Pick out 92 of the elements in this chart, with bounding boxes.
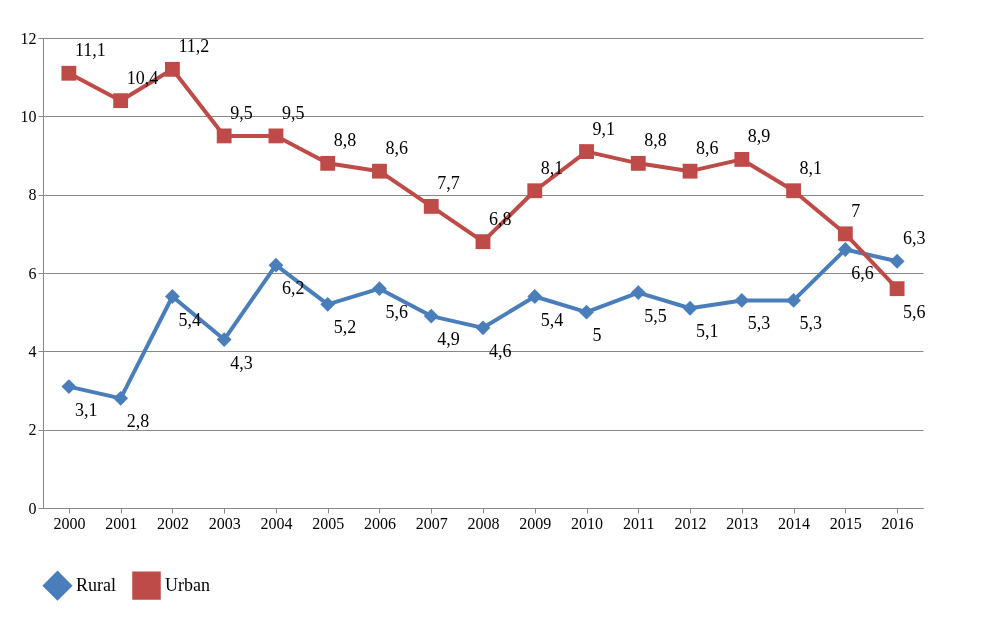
x-tick-label: 2011 [623, 514, 655, 532]
point [113, 390, 129, 406]
point [61, 379, 77, 394]
data-label: 8,6 [696, 138, 719, 159]
point [475, 234, 491, 250]
data-label: 4,9 [437, 329, 460, 350]
data-label: 2,8 [126, 411, 150, 432]
data-label: 8,6 [385, 138, 408, 159]
point [630, 155, 646, 171]
data-label: 6,2 [281, 278, 305, 299]
x-tick-label: 2016 [881, 514, 914, 532]
data-label: 10,4 [126, 67, 159, 88]
data-label: 5,5 [644, 305, 667, 326]
data-label: 5,4 [540, 309, 564, 330]
data-label: 8,8 [333, 130, 357, 151]
x-tick-label: 2003 [208, 514, 241, 532]
data-label: 8,9 [747, 126, 771, 147]
point [61, 65, 77, 81]
x-tick-label: 2010 [571, 514, 604, 532]
data-label: 9,5 [230, 102, 253, 123]
point [579, 304, 594, 320]
y-tick-label: 0 [28, 499, 37, 517]
x-tick-label: 2002 [156, 514, 189, 532]
x-tick-label: 2004 [260, 514, 293, 532]
point [165, 289, 180, 304]
data-label: 7,7 [437, 173, 460, 194]
data-label: 7 [851, 200, 861, 221]
y-tick-label: 6 [28, 264, 37, 282]
point [268, 257, 284, 273]
data-label: 3,1 [74, 399, 98, 420]
x-tick-label: 2005 [312, 514, 345, 532]
point [786, 183, 801, 199]
point [216, 128, 232, 144]
y-tick-label: 8 [28, 186, 37, 204]
data-label: 9,5 [281, 102, 305, 123]
point [527, 183, 543, 199]
point [372, 281, 387, 297]
point [423, 308, 439, 324]
point [527, 289, 543, 304]
point [579, 144, 594, 159]
data-label: 8,8 [644, 130, 667, 151]
data-label: 5,4 [178, 309, 201, 330]
x-tick-label: 2008 [467, 514, 500, 532]
point [837, 242, 853, 257]
data-label: 9,1 [592, 118, 616, 139]
data-label: 5 [592, 325, 602, 346]
data-label: 4,6 [489, 340, 512, 361]
x-tick-label: 2007 [415, 514, 448, 532]
x-tick-label: 2015 [829, 514, 862, 532]
point [372, 163, 387, 179]
x-tick-label: 2001 [105, 514, 138, 532]
data-label: 5,2 [333, 317, 357, 338]
legend-label: Urban [165, 574, 210, 595]
data-label: 5,6 [385, 301, 408, 322]
point [320, 296, 336, 312]
point [682, 300, 698, 316]
point [889, 253, 905, 269]
data-label: 5,6 [903, 301, 926, 322]
data-label: 6,3 [903, 228, 926, 249]
point [423, 199, 439, 214]
y-tick-label: 2 [28, 421, 37, 439]
point [475, 320, 491, 336]
point [889, 281, 905, 297]
x-tick-label: 2006 [363, 514, 396, 532]
x-tick-label: 2012 [674, 514, 707, 532]
data-label: 5,3 [747, 313, 771, 334]
data-label: 6,6 [851, 262, 874, 283]
data-label: 8,1 [540, 157, 564, 178]
data-label: 11,1 [74, 40, 106, 61]
point [165, 61, 180, 77]
y-tick-label: 12 [20, 29, 37, 47]
point [682, 163, 698, 179]
data-label: 8,1 [799, 157, 823, 178]
x-tick-label: 2000 [53, 514, 86, 532]
point [113, 93, 129, 109]
data-label: 11,2 [178, 36, 210, 57]
y-tick-label: 4 [28, 342, 37, 360]
data-label: 4,3 [230, 352, 253, 373]
point [216, 332, 232, 347]
point [734, 293, 750, 308]
x-tick-label: 2014 [778, 514, 811, 532]
x-tick-label: 2013 [726, 514, 759, 532]
legend-label: Rural [76, 574, 116, 595]
data-label: 5,3 [799, 313, 823, 334]
data-label: 5,1 [696, 321, 719, 342]
x-tick-label: 2009 [519, 514, 552, 532]
point [320, 155, 336, 171]
point [630, 285, 646, 300]
y-tick-label: 10 [20, 107, 37, 125]
point [837, 226, 853, 242]
point [786, 293, 801, 308]
point [734, 152, 750, 167]
